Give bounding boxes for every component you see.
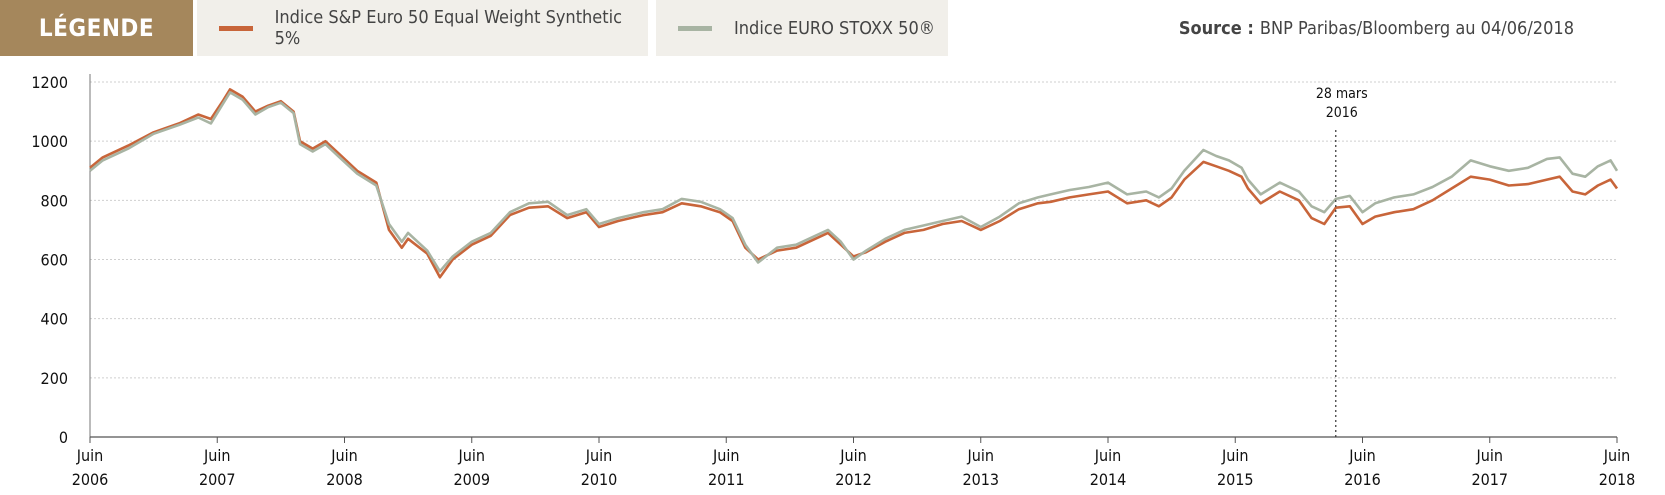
x-tick-label-year: 2007: [199, 470, 236, 489]
x-tick-label-year: 2006: [72, 470, 109, 489]
source-note: Source : BNP Paribas/Bloomberg au 04/06/…: [1179, 0, 1574, 56]
y-tick-label: 1000: [31, 132, 68, 151]
x-tick-label-year: 2009: [453, 470, 490, 489]
x-tick-label-month: Juin: [458, 446, 486, 465]
y-tick-label: 1200: [31, 73, 68, 92]
x-tick-label-month: Juin: [203, 446, 231, 465]
x-tick-label-year: 2018: [1599, 470, 1636, 489]
chart-header: LÉGENDE Indice S&P Euro 50 Equal Weight …: [0, 0, 1665, 56]
x-tick-label-month: Juin: [1221, 446, 1249, 465]
x-tick-label-year: 2013: [962, 470, 999, 489]
legend-label-stoxx: Indice EURO STOXX 50®: [734, 17, 935, 39]
legend-item-sp-euro-50: Indice S&P Euro 50 Equal Weight Syntheti…: [197, 0, 648, 56]
annotation-layer: 28 mars 2016: [1316, 86, 1368, 437]
y-tick-label: 600: [41, 251, 68, 270]
x-tick-label-month: Juin: [1476, 446, 1504, 465]
legend-label-sp: Indice S&P Euro 50 Equal Weight Syntheti…: [274, 7, 623, 49]
y-tick-label: 200: [41, 369, 68, 388]
legend-swatch-sp: [219, 25, 253, 31]
annotation-label-line2: 2016: [1326, 105, 1358, 121]
x-tick-label-year: 2012: [835, 470, 872, 489]
x-tick-label-year: 2017: [1471, 470, 1508, 489]
annotation-label-line1: 28 mars: [1316, 86, 1368, 102]
series-line-sp-euro-50: [89, 88, 1619, 279]
y-tick-label: 0: [59, 428, 68, 447]
source-label: Source :: [1178, 17, 1254, 39]
x-tick-label-month: Juin: [585, 446, 613, 465]
grid-layer: [90, 81, 1617, 379]
line-chart: 0 200 400 600 800 1000 1200 Juin 2006 Juin 2007 Jui…: [31, 73, 1635, 489]
x-tick-label-year: 2015: [1217, 470, 1254, 489]
x-tick-label-year: 2008: [326, 470, 363, 489]
x-tick-label-month: Juin: [76, 446, 104, 465]
y-tick-label: 400: [41, 310, 68, 329]
legend-item-euro-stoxx-50: Indice EURO STOXX 50®: [656, 0, 948, 56]
legend-title-badge: LÉGENDE: [0, 0, 193, 56]
x-tick-label-month: Juin: [967, 446, 995, 465]
x-tick-label-month: Juin: [1094, 446, 1122, 465]
x-tick-label-month: Juin: [1603, 446, 1631, 465]
x-tick-label-month: Juin: [330, 446, 358, 465]
x-tick-label-month: Juin: [839, 446, 867, 465]
x-tick-label-year: 2014: [1090, 470, 1127, 489]
y-tick-label: 800: [41, 191, 68, 210]
x-tick-label-month: Juin: [1348, 446, 1376, 465]
x-tick-label-year: 2010: [581, 470, 618, 489]
series-line-euro-stoxx-50: [89, 91, 1619, 273]
series-layer: [89, 88, 1619, 279]
x-tick-label-month: Juin: [712, 446, 740, 465]
legend-swatch-stoxx: [678, 25, 712, 31]
axis-layer: 0 200 400 600 800 1000 1200 Juin 2006 Juin 2007 Jui…: [31, 73, 1635, 489]
x-tick-label-year: 2016: [1344, 470, 1381, 489]
x-tick-label-year: 2011: [708, 470, 745, 489]
source-text: BNP Paribas/Bloomberg au 04/06/2018: [1259, 17, 1574, 39]
